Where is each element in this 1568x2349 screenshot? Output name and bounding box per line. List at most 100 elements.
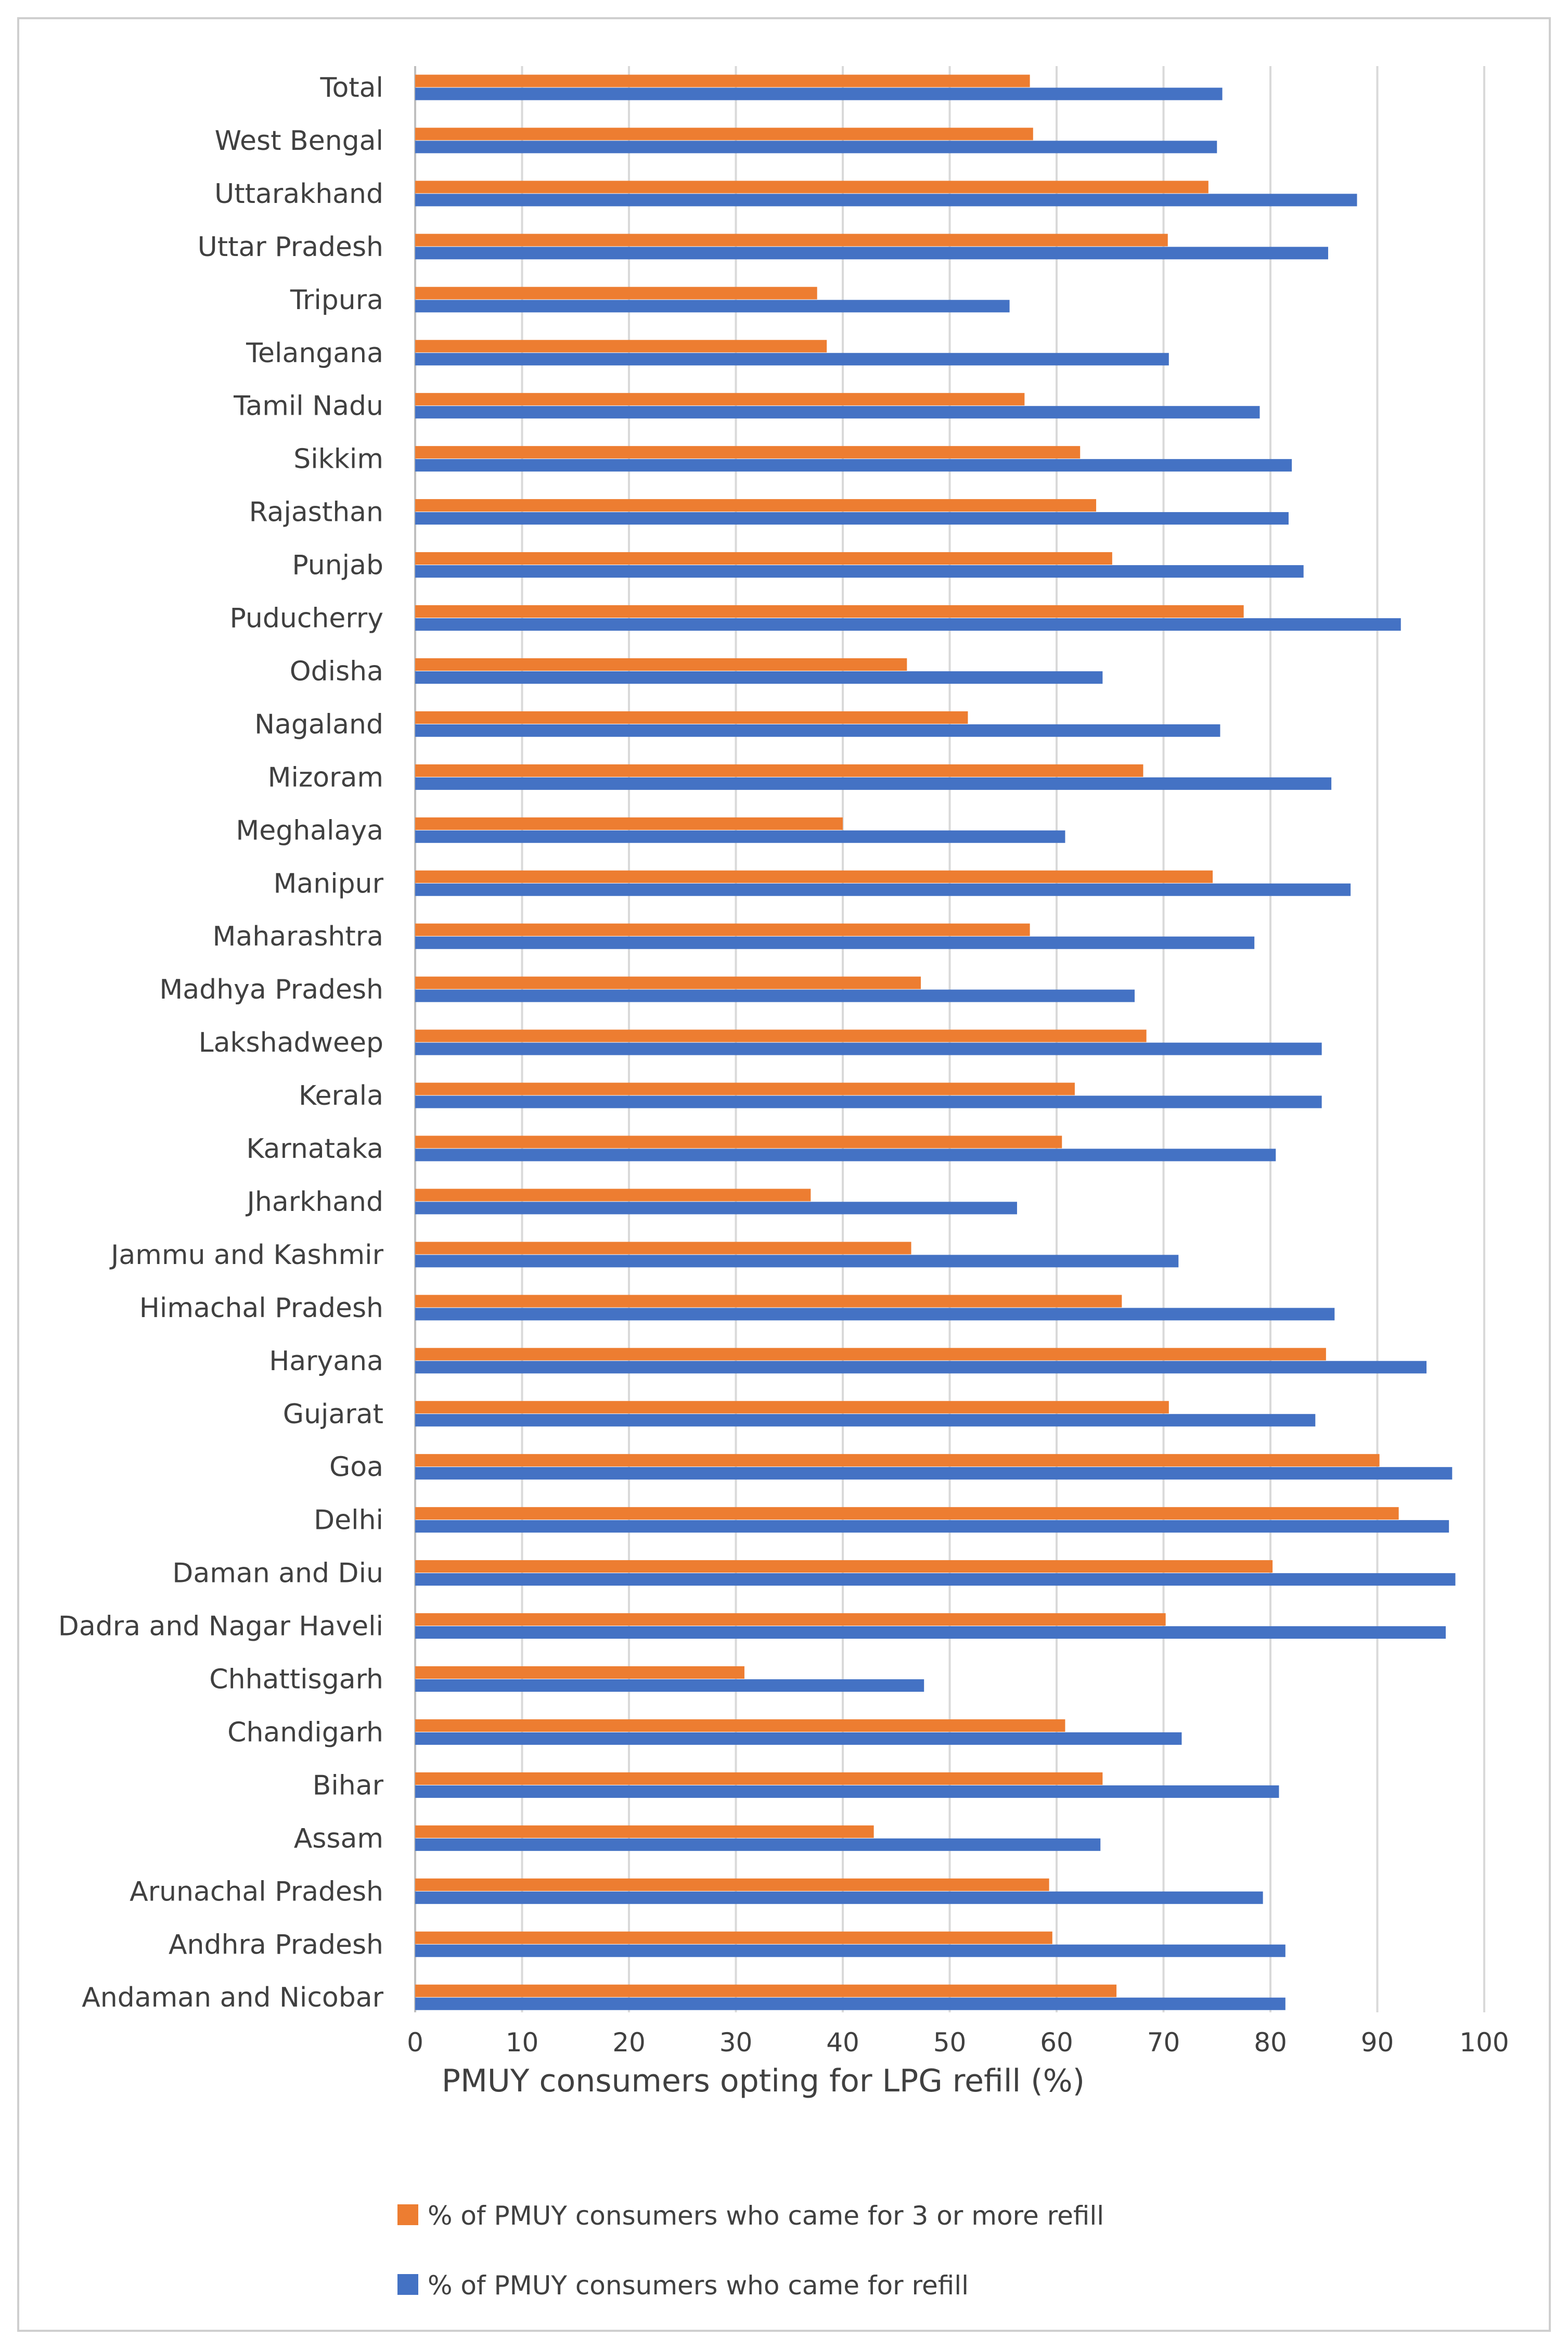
category-labels: Total West Bengal Uttarakhand Uttar Pradesh… xyxy=(58,72,384,2013)
bar-west-bengal-series-1 xyxy=(415,127,1033,141)
bar-uttarakhand-series-2 xyxy=(415,194,1357,207)
x-tick-label-10: 10 xyxy=(506,2027,539,2058)
bar-nagaland-series-2 xyxy=(415,724,1220,737)
bar-bihar-series-1 xyxy=(415,1772,1103,1785)
category-label-manipur: Manipur xyxy=(274,868,384,899)
bar-uttar-pradesh-series-1 xyxy=(415,234,1168,247)
category-label-puducherry: Puducherry xyxy=(229,603,383,634)
legend-label-refill: % of PMUY consumers who came for refill xyxy=(428,2270,969,2301)
bar-kerala-series-1 xyxy=(415,1082,1075,1095)
bar-chhattisgarh-series-1 xyxy=(415,1666,744,1679)
bar-punjab-series-2 xyxy=(415,565,1304,578)
legend-swatch-three-plus-refill xyxy=(397,2204,418,2225)
bar-uttar-pradesh-series-2 xyxy=(415,247,1328,260)
category-label-bihar: Bihar xyxy=(313,1770,384,1801)
bar-karnataka-series-2 xyxy=(415,1148,1276,1161)
bar-andhra-pradesh-series-2 xyxy=(415,1944,1286,1957)
category-label-lakshadweep: Lakshadweep xyxy=(199,1027,383,1058)
category-label-chhattisgarh: Chhattisgarh xyxy=(209,1664,383,1695)
bar-chandigarh-series-1 xyxy=(415,1719,1065,1732)
category-label-goa: Goa xyxy=(329,1452,383,1483)
category-label-daman-and-diu: Daman and Diu xyxy=(172,1558,383,1589)
x-tick-label-100: 100 xyxy=(1459,2027,1509,2058)
category-label-kerala: Kerala xyxy=(299,1080,383,1112)
category-label-delhi: Delhi xyxy=(314,1505,383,1536)
bar-goa-series-2 xyxy=(415,1467,1453,1480)
category-label-tripura: Tripura xyxy=(290,285,383,316)
x-tick-label-40: 40 xyxy=(826,2027,859,2058)
category-label-gujarat: Gujarat xyxy=(283,1399,383,1430)
bar-himachal-pradesh-series-2 xyxy=(415,1308,1335,1321)
bar-tripura-series-1 xyxy=(415,287,817,300)
category-label-andhra-pradesh: Andhra Pradesh xyxy=(169,1929,383,1960)
bar-madhya-pradesh-series-1 xyxy=(415,976,921,989)
bar-andaman-and-nicobar-series-1 xyxy=(415,1984,1117,1997)
legend-swatch-refill xyxy=(397,2274,418,2295)
bar-tamil-nadu-series-1 xyxy=(415,393,1025,406)
bar-andaman-and-nicobar-series-2 xyxy=(415,1997,1286,2010)
bar-tamil-nadu-series-2 xyxy=(415,406,1260,419)
category-label-haryana: Haryana xyxy=(269,1346,383,1377)
category-label-jharkhand: Jharkhand xyxy=(246,1186,383,1218)
x-tick-label-80: 80 xyxy=(1254,2027,1287,2058)
bar-chhattisgarh-series-2 xyxy=(415,1679,924,1692)
bar-gujarat-series-2 xyxy=(415,1414,1316,1427)
category-label-madhya-pradesh: Madhya Pradesh xyxy=(159,974,383,1005)
bar-maharashtra-series-1 xyxy=(415,923,1030,936)
category-label-punjab: Punjab xyxy=(292,550,383,581)
category-label-dadra-and-nagar-haveli: Dadra and Nagar Haveli xyxy=(58,1611,383,1642)
bar-manipur-series-2 xyxy=(415,883,1351,896)
category-label-telangana: Telangana xyxy=(246,338,383,369)
bar-haryana-series-2 xyxy=(415,1361,1427,1374)
category-label-uttar-pradesh: Uttar Pradesh xyxy=(198,232,383,263)
x-tick-label-0: 0 xyxy=(407,2027,423,2058)
category-label-andaman-and-nicobar: Andaman and Nicobar xyxy=(82,1982,383,2013)
bar-total-series-2 xyxy=(415,87,1223,100)
category-label-uttarakhand: Uttarakhand xyxy=(214,178,383,210)
bar-jharkhand-series-1 xyxy=(415,1189,811,1202)
x-axis-title: PMUY consumers opting for LPG refill (%) xyxy=(442,2063,1085,2099)
bar-delhi-series-1 xyxy=(415,1507,1399,1520)
category-label-west-bengal: West Bengal xyxy=(215,125,383,157)
bar-punjab-series-1 xyxy=(415,552,1112,565)
bar-tripura-series-2 xyxy=(415,300,1010,313)
bar-odisha-series-2 xyxy=(415,671,1103,684)
category-label-odisha: Odisha xyxy=(290,656,383,687)
bar-west-bengal-series-2 xyxy=(415,141,1217,154)
category-label-nagaland: Nagaland xyxy=(254,709,383,740)
x-tick-label-50: 50 xyxy=(933,2027,967,2058)
category-label-assam: Assam xyxy=(294,1823,383,1854)
category-label-himachal-pradesh: Himachal Pradesh xyxy=(139,1293,383,1324)
category-label-tamil-nadu: Tamil Nadu xyxy=(233,391,383,422)
bar-total-series-1 xyxy=(415,74,1030,87)
bar-arunachal-pradesh-series-1 xyxy=(415,1878,1049,1891)
bar-lakshadweep-series-1 xyxy=(415,1029,1147,1042)
x-tick-label-20: 20 xyxy=(612,2027,646,2058)
bar-sikkim-series-2 xyxy=(415,459,1292,472)
chart-frame: Total West Bengal Uttarakhand Uttar Pradesh… xyxy=(17,17,1551,2332)
bar-kerala-series-2 xyxy=(415,1095,1322,1108)
bar-meghalaya-series-1 xyxy=(415,817,843,830)
x-tick-label-60: 60 xyxy=(1040,2027,1073,2058)
category-label-maharashtra: Maharashtra xyxy=(213,921,383,952)
bar-odisha-series-1 xyxy=(415,658,907,671)
bar-rajasthan-series-1 xyxy=(415,499,1097,512)
bar-daman-and-diu-series-1 xyxy=(415,1560,1273,1573)
x-tick-label-30: 30 xyxy=(719,2027,753,2058)
bar-gujarat-series-1 xyxy=(415,1401,1169,1414)
category-label-rajasthan: Rajasthan xyxy=(249,497,383,528)
bar-meghalaya-series-2 xyxy=(415,830,1065,843)
bar-delhi-series-2 xyxy=(415,1520,1449,1533)
bar-chandigarh-series-2 xyxy=(415,1732,1182,1745)
bar-dadra-and-nagar-haveli-series-1 xyxy=(415,1613,1166,1626)
bar-karnataka-series-1 xyxy=(415,1135,1062,1148)
bar-andhra-pradesh-series-1 xyxy=(415,1931,1052,1944)
bar-madhya-pradesh-series-2 xyxy=(415,989,1135,1002)
bar-mizoram-series-2 xyxy=(415,777,1332,790)
bar-rajasthan-series-2 xyxy=(415,512,1289,525)
category-label-karnataka: Karnataka xyxy=(246,1133,383,1165)
bar-puducherry-series-1 xyxy=(415,605,1244,618)
bar-telangana-series-1 xyxy=(415,340,827,353)
bar-himachal-pradesh-series-1 xyxy=(415,1295,1122,1308)
bar-goa-series-1 xyxy=(415,1454,1380,1467)
